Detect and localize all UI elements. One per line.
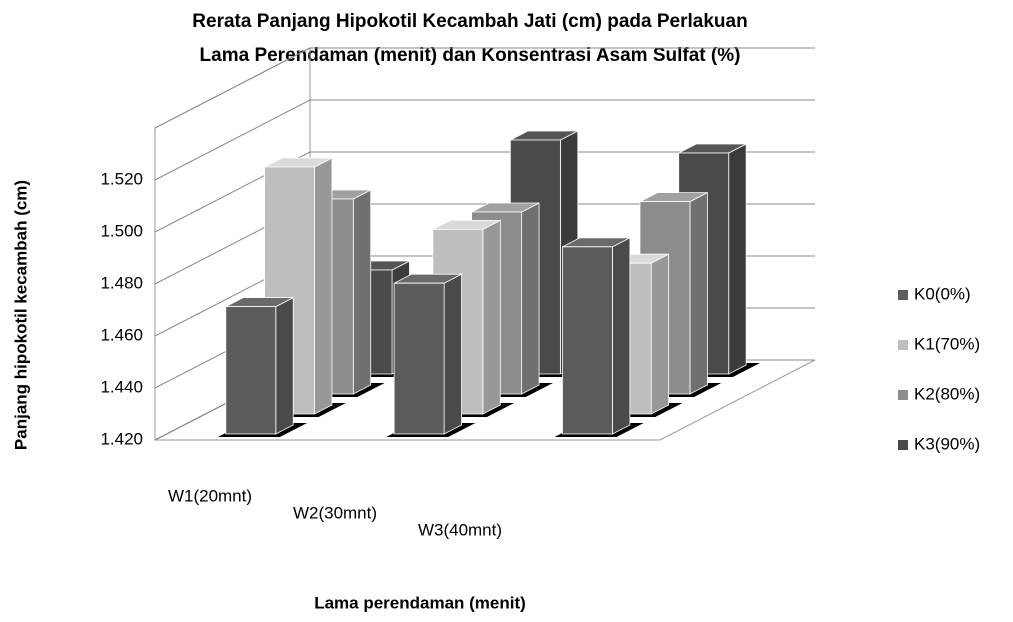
y-axis-label: Panjang hipokotil kecambah (cm) (11, 180, 30, 450)
x-tick-label: W1(20mnt) (168, 486, 252, 505)
legend-swatch (898, 290, 908, 300)
y-tick-label: 1.500 (100, 221, 143, 240)
legend-label: K0(0%) (914, 284, 971, 303)
chart-title: Rerata Panjang Hipokotil Kecambah Jati (… (192, 11, 747, 32)
x-axis-label: Lama perendaman (menit) (314, 593, 526, 612)
x-tick-label: W2(30mnt) (293, 503, 377, 522)
y-tick-label: 1.440 (100, 377, 143, 396)
legend-label: K3(90%) (914, 434, 980, 453)
bar (393, 273, 462, 435)
grid-line (154, 151, 815, 233)
x-tick-label: W3(40mnt) (418, 520, 502, 539)
legend-swatch (898, 440, 908, 450)
y-tick-label: 1.460 (100, 325, 143, 344)
grid-line (154, 99, 815, 181)
y-tick-label: 1.420 (100, 429, 143, 448)
grid-line (154, 47, 815, 129)
y-tick-label: 1.480 (100, 273, 143, 292)
legend-label: K2(80%) (914, 384, 980, 403)
legend-swatch (898, 390, 908, 400)
legend-label: K1(70%) (914, 334, 980, 353)
bar (225, 296, 294, 435)
legend-swatch (898, 340, 908, 350)
y-tick-label: 1.520 (100, 169, 143, 188)
bar (562, 237, 631, 435)
chart-title: Lama Perendaman (menit) dan Konsentrasi … (200, 45, 741, 66)
